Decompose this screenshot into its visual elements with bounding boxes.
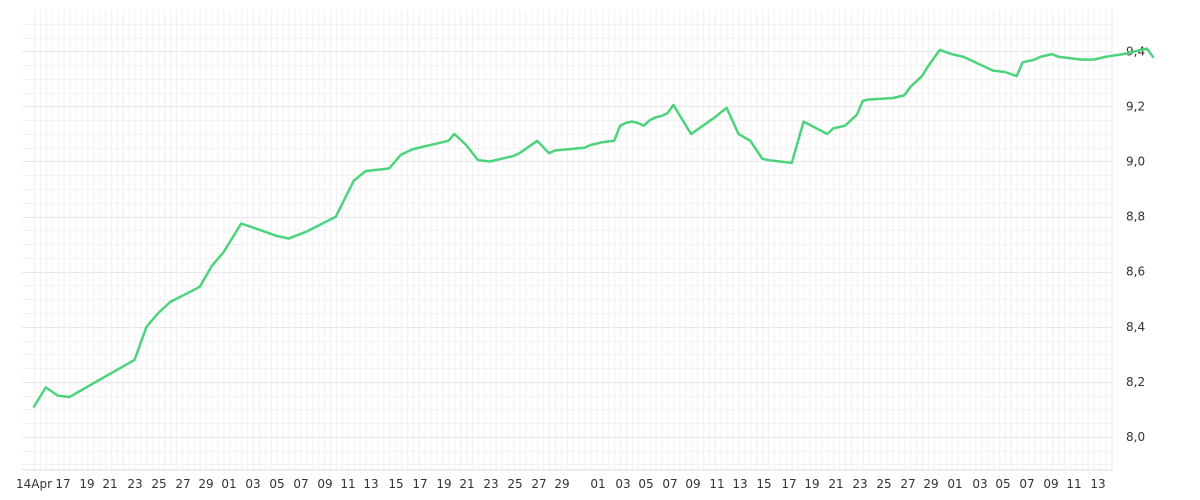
x-tick-label: 01 (590, 477, 605, 491)
x-tick-label: 14Apr (16, 477, 52, 491)
x-tick-label: 05 (995, 477, 1010, 491)
x-tick-label: 29 (198, 477, 213, 491)
x-tick-label: 07 (293, 477, 308, 491)
x-tick-label: 19 (804, 477, 819, 491)
y-tick-label: 8,6 (1126, 265, 1145, 279)
x-tick-label: 23 (852, 477, 867, 491)
x-tick-label: 13 (1090, 477, 1105, 491)
x-tick-label: 27 (900, 477, 915, 491)
x-tick-label: 05 (269, 477, 284, 491)
x-tick-label: 21 (102, 477, 117, 491)
x-tick-label: 15 (756, 477, 771, 491)
x-tick-label: 17 (55, 477, 70, 491)
vertical-gridlines (34, 10, 1107, 470)
x-tick-label: 03 (972, 477, 987, 491)
series-line (32, 47, 1155, 408)
y-axis-tick-labels: 8,08,28,48,68,89,09,29,4 (1126, 44, 1145, 444)
y-tick-label: 8,2 (1126, 375, 1145, 389)
x-tick-label: 19 (436, 477, 451, 491)
x-tick-label: 01 (947, 477, 962, 491)
x-tick-label: 23 (127, 477, 142, 491)
x-tick-label: 23 (483, 477, 498, 491)
x-tick-label: 11 (709, 477, 724, 491)
y-tick-label: 8,0 (1126, 430, 1145, 444)
x-tick-label: 03 (615, 477, 630, 491)
x-tick-label: 27 (531, 477, 546, 491)
x-tick-label: 19 (79, 477, 94, 491)
x-tick-label: 11 (1066, 477, 1081, 491)
x-tick-label: 13 (732, 477, 747, 491)
x-tick-label: 29 (923, 477, 938, 491)
x-tick-label: 09 (685, 477, 700, 491)
x-tick-label: 03 (245, 477, 260, 491)
y-tick-label: 8,4 (1126, 320, 1145, 334)
x-tick-label: 17 (412, 477, 427, 491)
x-tick-label: 09 (1043, 477, 1058, 491)
x-tick-label: 07 (662, 477, 677, 491)
x-tick-label: 17 (781, 477, 796, 491)
x-tick-label: 07 (1019, 477, 1034, 491)
x-axis-tick-labels: 14Apr 17 19 21 23 25 27 29 01 03 05 07 09 11 13 15 17 19 2… (16, 477, 1106, 491)
x-tick-label: 01 (221, 477, 236, 491)
x-tick-label: 09 (317, 477, 332, 491)
y-tick-label: 9,2 (1126, 99, 1145, 113)
horizontal-gridlines (22, 24, 1112, 465)
y-tick-label: 8,8 (1126, 210, 1145, 224)
x-tick-label: 25 (507, 477, 522, 491)
y-tick-label: 9,0 (1126, 154, 1145, 168)
x-tick-label: 15 (388, 477, 403, 491)
x-tick-label: 29 (554, 477, 569, 491)
x-tick-label: 21 (828, 477, 843, 491)
x-tick-label: 21 (459, 477, 474, 491)
x-tick-label: 05 (638, 477, 653, 491)
x-tick-label: 13 (363, 477, 378, 491)
x-tick-label: 25 (151, 477, 166, 491)
x-tick-label: 25 (876, 477, 891, 491)
x-tick-label: 27 (175, 477, 190, 491)
series-group (32, 47, 1155, 408)
x-tick-label: 11 (340, 477, 355, 491)
